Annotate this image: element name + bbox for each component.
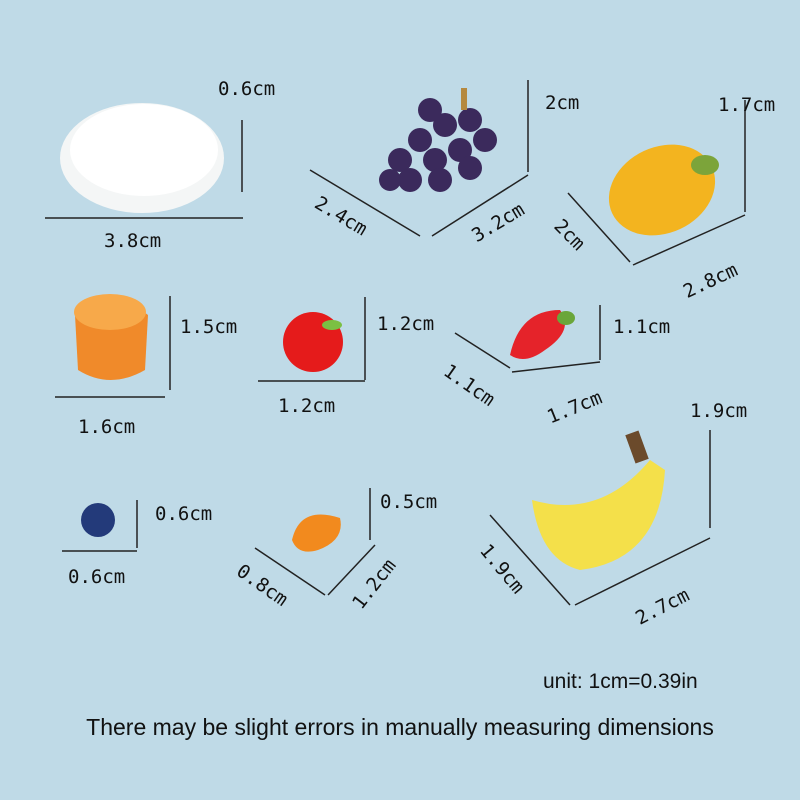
- disclaimer: There may be slight errors in manually m…: [86, 714, 714, 740]
- plate-image: [60, 103, 224, 213]
- orange-slice-height-label: 0.5cm: [380, 491, 438, 513]
- banana-image: [532, 430, 665, 570]
- orange-height-label: 1.5cm: [180, 316, 238, 338]
- apple-height-label: 1.2cm: [377, 313, 435, 335]
- orange-image: [74, 294, 148, 380]
- unit-note: unit: 1cm=0.39in: [543, 670, 698, 693]
- blueberry-image: [81, 503, 115, 537]
- orange-width-label: 1.6cm: [78, 416, 136, 438]
- blueberry-height-label: 0.6cm: [155, 503, 213, 525]
- apple-image: [283, 312, 343, 372]
- dimension-lines: [45, 80, 746, 606]
- mango-image: [608, 144, 719, 236]
- plate-width-label: 3.8cm: [104, 230, 162, 252]
- plate-height-label: 0.6cm: [218, 78, 276, 100]
- grapes-height-label: 2cm: [545, 92, 580, 114]
- strawberry-height-label: 1.1cm: [613, 316, 671, 338]
- banana-height-label: 1.9cm: [690, 400, 748, 422]
- blueberry-width-label: 0.6cm: [68, 566, 126, 588]
- mango-height-label: 1.7cm: [718, 94, 776, 116]
- apple-width-label: 1.2cm: [278, 395, 336, 417]
- strawberry-image: [510, 310, 575, 359]
- grapes-image: [379, 88, 497, 192]
- orange-slice-image: [292, 514, 341, 552]
